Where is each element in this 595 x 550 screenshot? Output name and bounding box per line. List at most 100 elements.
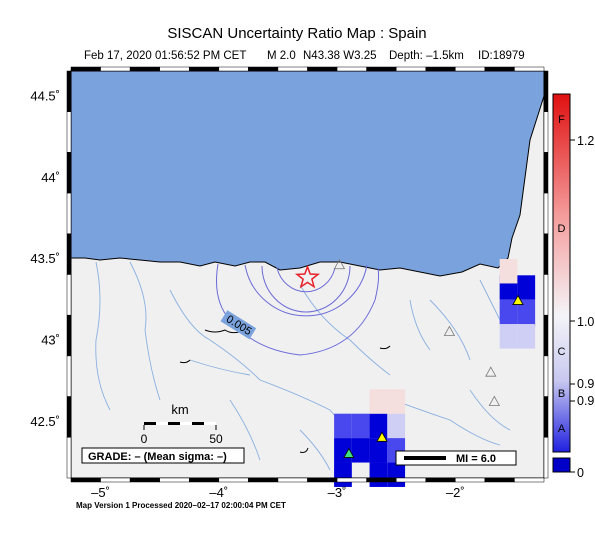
frame-tick-bottom <box>248 477 279 483</box>
frame-tick-top <box>159 66 190 72</box>
latitude-label: 44˚ <box>41 170 60 185</box>
frame-tick-bottom <box>455 477 486 483</box>
frame-tick-left <box>66 152 72 194</box>
footer-version: Map Version 1 Processed 2020–02–17 02:00… <box>76 501 286 510</box>
event-location: N43.38 W3.25 <box>303 50 377 62</box>
station-triangle-icon <box>512 294 524 305</box>
frame-tick-bottom <box>100 477 131 483</box>
scalebar-unit: km <box>171 402 188 417</box>
frame-tick-right <box>543 274 549 316</box>
colorbar-value-0-9b: 0.9 <box>577 394 594 408</box>
frame-tick-right <box>543 111 549 153</box>
longitude-labels: –5˚ –4˚ –3˚ –2˚ <box>91 485 465 500</box>
frame-tick-top <box>336 66 367 72</box>
mi-legend: MI = 6.0 <box>395 450 517 466</box>
frame-tick-bottom <box>307 477 338 483</box>
frame-tick-top <box>425 66 456 72</box>
frame-tick-right <box>543 437 549 479</box>
grade-letter-b: B <box>558 388 565 400</box>
colorbar-value-1-0: 1.0 <box>577 315 594 329</box>
colorbar-gradient <box>552 93 571 453</box>
frame-tick-bottom <box>425 477 456 483</box>
frame-tick-top <box>129 66 160 72</box>
frame-tick-right <box>543 152 549 194</box>
event-datetime: Feb 17, 2020 01:56:52 PM CET <box>84 50 246 62</box>
frame-tick-top <box>366 66 397 72</box>
grid-cell <box>334 462 352 487</box>
grid-cell <box>387 413 406 439</box>
grid-cell <box>351 413 370 439</box>
frame-tick-right <box>543 192 549 235</box>
grid-cell <box>499 299 518 325</box>
frame-tick-bottom <box>336 477 367 483</box>
grid-cell <box>369 389 388 414</box>
grade-letter-c: C <box>558 346 566 358</box>
frame-ticks <box>66 66 549 483</box>
grid-cell <box>517 275 536 300</box>
frame-tick-top <box>248 66 279 72</box>
colorbar-value-1-2: 1.2 <box>577 134 594 148</box>
longitude-label: –3˚ <box>328 485 347 500</box>
station-triangle-icon <box>488 395 501 406</box>
frame-tick-right <box>543 355 549 397</box>
longitude-label: –4˚ <box>209 485 228 500</box>
frame-tick-bottom <box>277 477 308 483</box>
grid-cell <box>499 324 518 349</box>
frame-tick-left <box>66 396 72 438</box>
latitude-label: 44.5˚ <box>30 88 60 103</box>
frame-tick-top <box>189 66 220 72</box>
grid-cell <box>387 462 406 487</box>
frame-tick-right <box>543 70 549 112</box>
latitude-label: 42.5˚ <box>30 414 60 429</box>
frame-tick-bottom <box>189 477 220 483</box>
grid-cell <box>517 299 536 325</box>
longitude-label: –5˚ <box>91 485 110 500</box>
grid-cell <box>499 259 518 284</box>
mi-legend-text: MI = 6.0 <box>456 453 496 465</box>
station-triangle-icon <box>376 431 388 442</box>
frame-tick-top <box>514 66 545 72</box>
frame-tick-left <box>66 111 72 153</box>
map-title: SISCAN Uncertainty Ratio Map : Spain <box>167 25 426 42</box>
grid-cell <box>369 462 388 487</box>
station-triangle-icon <box>485 366 497 377</box>
grade-letter-d: D <box>558 223 566 235</box>
frame-tick-right <box>543 314 549 357</box>
frame-tick-bottom <box>395 477 426 483</box>
station-triangle-icon <box>343 447 355 458</box>
frame-tick-bottom <box>129 477 160 483</box>
colorbar-value-0: 0 <box>577 466 584 480</box>
frame-tick-top <box>395 66 426 72</box>
frame-tick-left <box>66 437 72 479</box>
frame-tick-bottom <box>70 477 101 483</box>
frame-tick-right <box>543 233 549 275</box>
frame-tick-top <box>218 66 249 72</box>
frame-tick-bottom <box>484 477 515 483</box>
colorbar-value-0-9a: 0.9 <box>577 377 594 391</box>
grid-cell <box>351 438 370 463</box>
frame-tick-bottom <box>514 477 545 483</box>
event-magnitude: M 2.0 <box>267 50 296 62</box>
grade-letter-a: A <box>558 423 566 435</box>
map-frame: 0.005 km 0 50 GRADE: – (Mean sigma: –) <box>66 66 549 487</box>
stations <box>333 258 524 458</box>
frame-tick-bottom <box>159 477 190 483</box>
uncertainty-contours <box>216 263 380 356</box>
frame-tick-top <box>70 66 101 72</box>
latitude-label: 43.5˚ <box>30 251 60 266</box>
longitude-label: –2˚ <box>446 485 465 500</box>
grid-cell <box>517 324 536 349</box>
frame-tick-left <box>66 233 72 275</box>
frame-tick-left <box>66 192 72 235</box>
frame-tick-left <box>66 70 72 112</box>
latitude-label: 43˚ <box>41 333 60 348</box>
frame-tick-top <box>455 66 486 72</box>
frame-tick-bottom <box>366 477 397 483</box>
event-depth: Depth: –1.5km <box>389 50 464 62</box>
latitude-labels: 44.5˚ 44˚ 43.5˚ 43˚ 42.5˚ <box>30 88 60 429</box>
scalebar-fifty: 50 <box>209 432 223 446</box>
grade-letter-f: F <box>558 114 565 126</box>
grid-cell <box>369 438 388 463</box>
frame-tick-top <box>307 66 338 72</box>
